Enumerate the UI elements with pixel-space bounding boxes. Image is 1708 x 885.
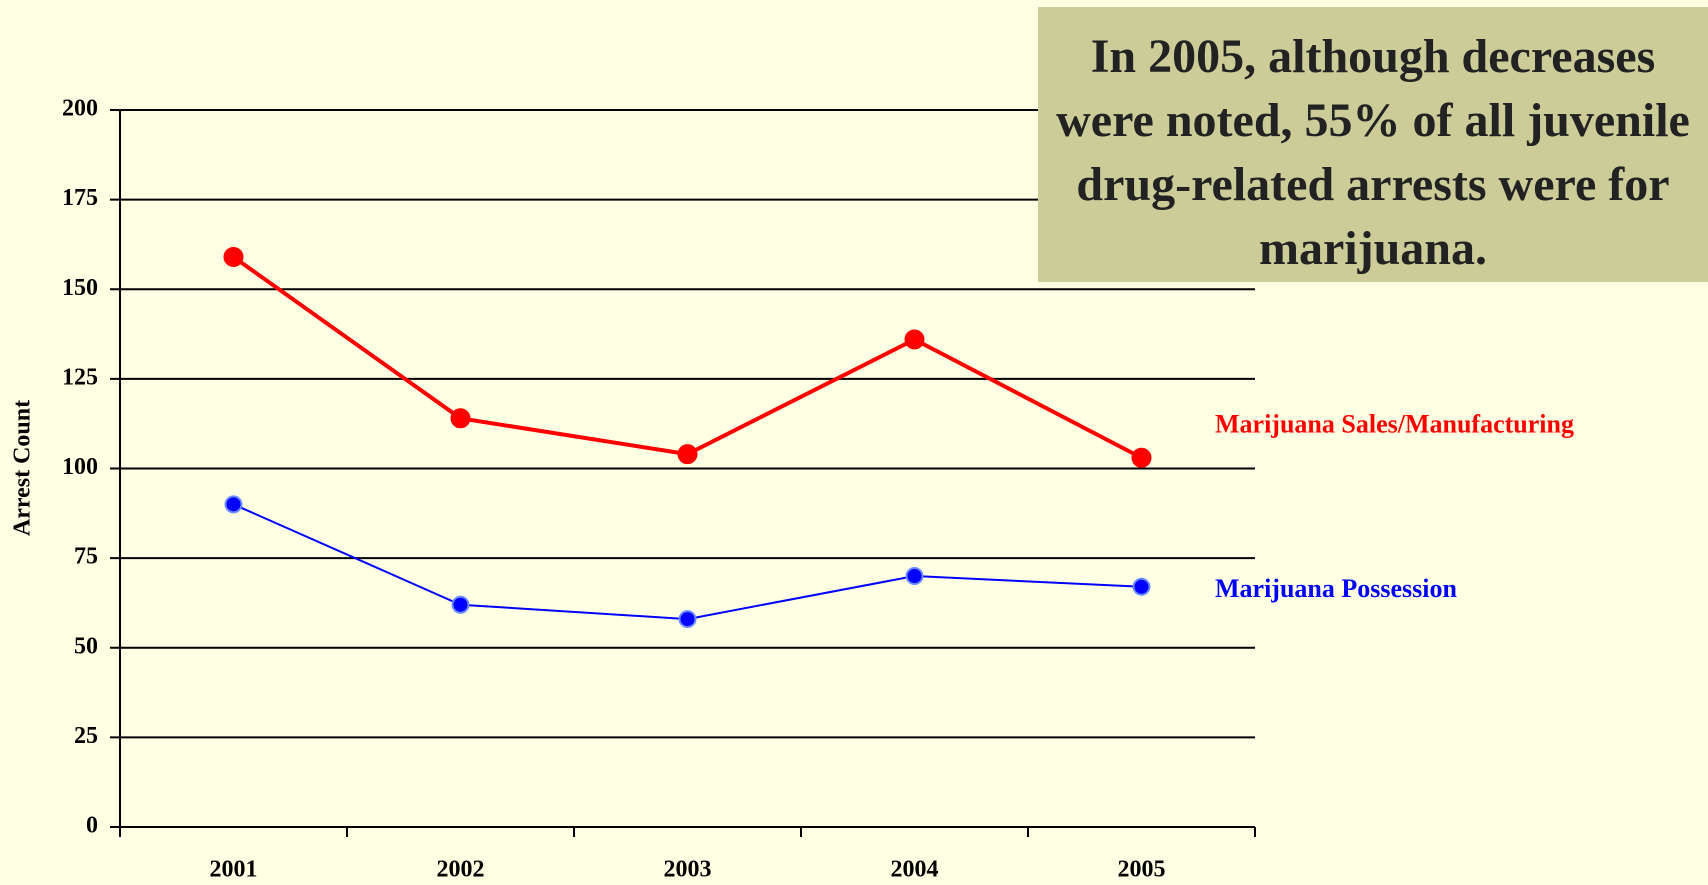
y-tick-label: 100 (62, 454, 98, 480)
series-label: Marijuana Possession (1215, 574, 1458, 603)
marker (1131, 447, 1152, 468)
y-tick-label: 0 (86, 813, 98, 839)
y-axis-label: Arrest Count (10, 400, 36, 536)
marker (905, 567, 924, 586)
marker (450, 408, 471, 429)
marker (224, 495, 243, 514)
annotation: In 2005, although decreases were noted, … (1038, 7, 1708, 282)
x-tick-label: 2005 (1118, 857, 1166, 883)
marker (1132, 577, 1151, 596)
x-tick-label: 2001 (210, 857, 258, 883)
y-tick-label: 200 (62, 96, 98, 122)
y-tick-label: 150 (62, 275, 98, 301)
marker (223, 246, 244, 267)
y-tick-label: 125 (62, 364, 98, 390)
series-line (233, 503, 1142, 621)
x-tick-label: 2004 (891, 857, 939, 883)
marker (451, 595, 470, 614)
y-tick-label: 75 (74, 544, 98, 570)
series-label: Marijuana Sales/Manufacturing (1215, 410, 1574, 439)
marker (678, 610, 697, 629)
series-line (232, 255, 1143, 460)
x-tick-label: 2002 (437, 857, 485, 883)
y-tick-label: 50 (74, 633, 98, 659)
x-tick-label: 2003 (664, 857, 712, 883)
y-tick-label: 175 (62, 185, 98, 211)
marker (677, 444, 698, 465)
marker (904, 329, 925, 350)
y-tick-label: 25 (74, 723, 98, 749)
